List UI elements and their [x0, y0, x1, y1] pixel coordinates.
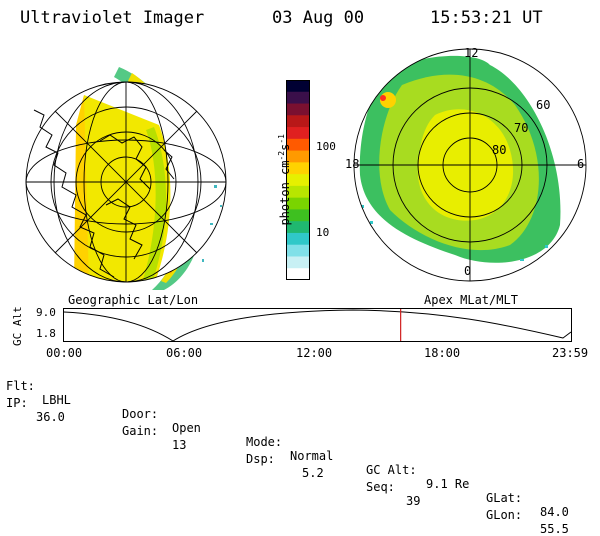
dayside-glow [74, 95, 171, 282]
colorbar-segment [286, 162, 310, 175]
colorbar-tick-10: 10 [316, 226, 330, 239]
colorbar-segment [286, 80, 310, 93]
colorbar [286, 80, 310, 280]
colorbar-segment [286, 232, 310, 246]
info-ip-key: IP: [6, 396, 28, 410]
colorbar-segment [286, 244, 310, 257]
app-title: Ultraviolet Imager [20, 8, 205, 28]
image-date: 03 Aug 00 [272, 8, 365, 28]
info-glon-key: GLon: [486, 508, 523, 522]
lat-label-60: 60 [536, 98, 551, 112]
mlt-label-6: 6 [577, 157, 585, 171]
timeline-xtick-0: 00:00 [46, 346, 83, 360]
info-dsp-key: Dsp: [246, 452, 275, 466]
coastline [33, 109, 115, 278]
info-dsp-value: 5.2 [302, 466, 324, 480]
colorbar-segment [286, 268, 310, 280]
timeline-xtick-3: 18:00 [424, 346, 461, 360]
info-row-2: IP: 36.0 Gain: 13 Dsp: 5.2 Seq: 39 GLon:… [6, 382, 600, 536]
colorbar-segment [286, 174, 310, 187]
timeline-xtick-2: 12:00 [296, 346, 333, 360]
left-panel-caption: Geographic Lat/Lon [68, 293, 199, 307]
timeline-ytick-low: 1.8 [36, 327, 56, 340]
colorbar-segment [286, 185, 310, 199]
lat-label-80: 80 [492, 143, 507, 157]
polar-grid [353, 48, 587, 282]
polar-plot [353, 48, 587, 282]
right-panel-caption: Apex MLat/MLT [424, 293, 518, 307]
timeline-xtick-4: 23:59 [552, 346, 589, 360]
timeline-xtick-1: 06:00 [166, 346, 203, 360]
info-gain-value: 13 [172, 438, 187, 452]
mlt-label-0: 0 [464, 264, 472, 278]
colorbar-segment [286, 103, 310, 116]
colorbar-segment [286, 150, 310, 163]
colorbar-segment [286, 221, 310, 234]
mlt-label-18: 18 [345, 157, 360, 171]
timeline-axis-label: GC Alt [11, 306, 24, 346]
altitude-timeline [63, 308, 572, 342]
info-flt-key: Flt: [6, 379, 35, 393]
colorbar-segment [286, 138, 310, 152]
colorbar-segment [286, 115, 310, 128]
image-time: 15:53:21 UT [430, 8, 543, 28]
graticule [25, 81, 227, 283]
timeline-ytick-high: 9.0 [36, 306, 56, 319]
colorbar-tick-100: 100 [316, 140, 336, 153]
colorbar-segment [286, 256, 310, 269]
info-seq-key: Seq: [366, 480, 395, 494]
mlt-label-12: 12 [464, 46, 479, 60]
geographic-map [25, 67, 227, 290]
info-gain-key: Gain: [122, 424, 159, 438]
info-seq-value: 39 [406, 494, 421, 508]
lat-label-70: 70 [514, 121, 529, 135]
colorbar-segment [286, 197, 310, 210]
colorbar-segment [286, 127, 310, 140]
info-ip-value: 36.0 [36, 410, 65, 424]
info-glon-value: 55.5 [540, 522, 569, 536]
colorbar-unit-label: photon cm-2s-1 [277, 134, 292, 226]
colorbar-segment [286, 209, 310, 222]
altitude-curve [63, 309, 572, 342]
colorbar-segment [286, 91, 310, 105]
